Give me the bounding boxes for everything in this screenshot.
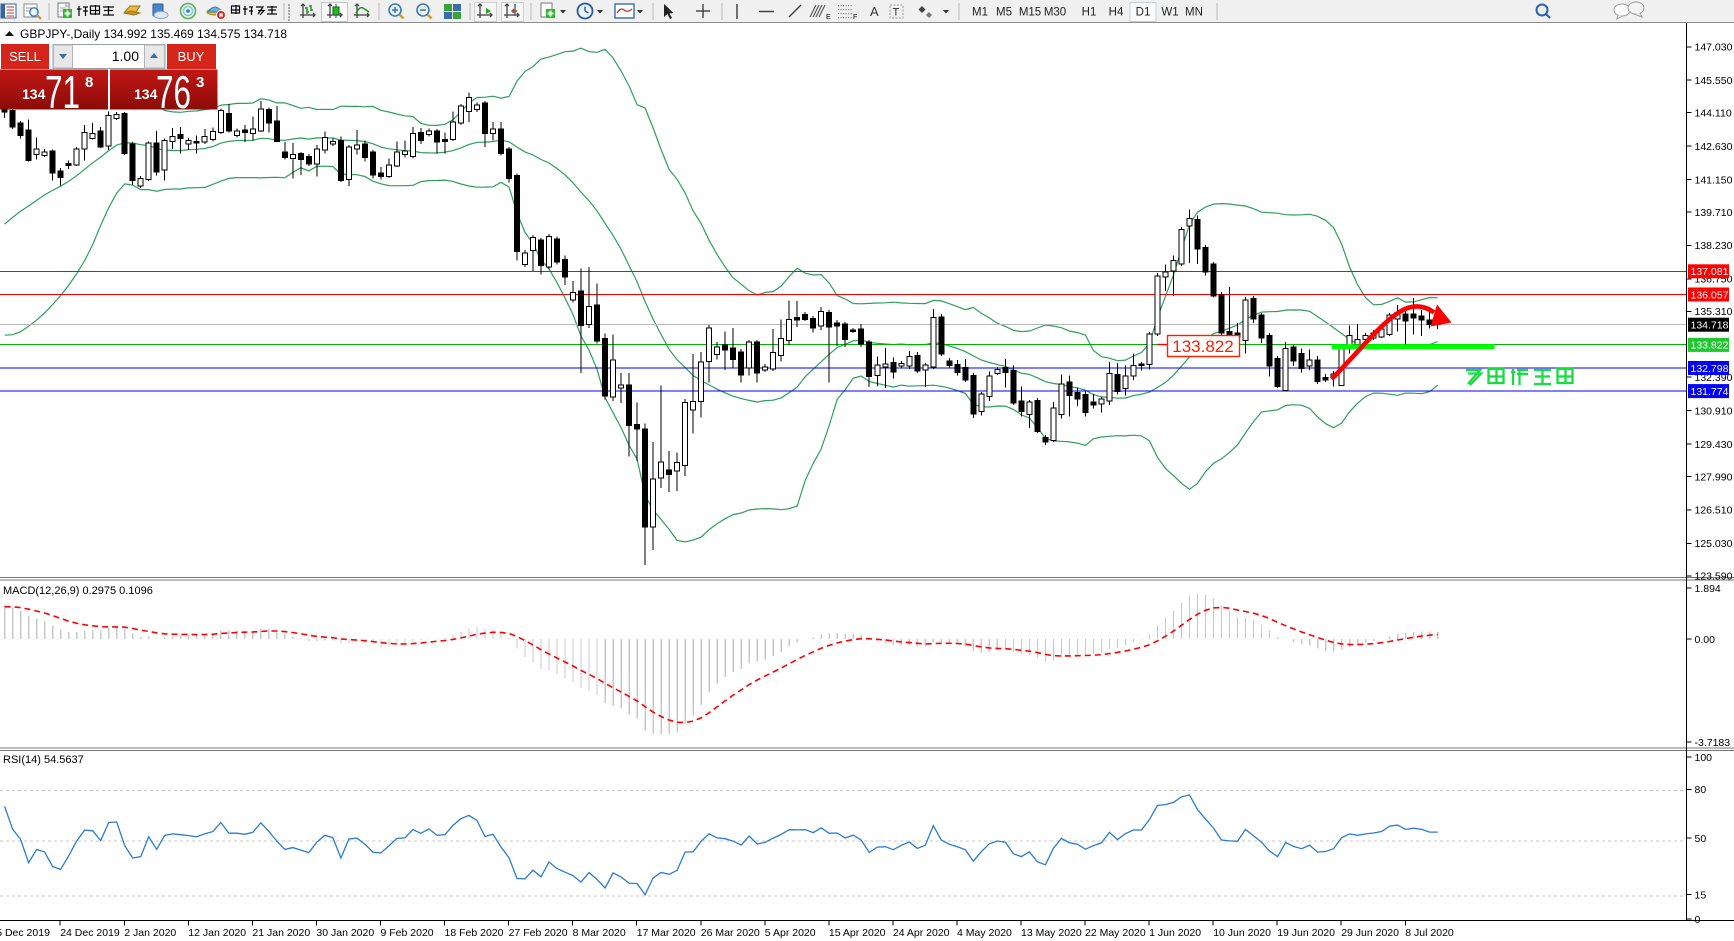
svg-text:-3.7183: -3.7183 bbox=[1695, 737, 1731, 749]
svg-text:30 Jan 2020: 30 Jan 2020 bbox=[316, 927, 374, 939]
svg-text:133.822: 133.822 bbox=[1691, 340, 1729, 352]
svg-text:MACD(12,26,9) 0.2975 0.1096: MACD(12,26,9) 0.2975 0.1096 bbox=[3, 585, 153, 597]
svg-text:100: 100 bbox=[1695, 752, 1713, 764]
svg-text:8 Jul 2020: 8 Jul 2020 bbox=[1405, 927, 1454, 939]
svg-text:H1: H1 bbox=[1082, 7, 1097, 19]
svg-text:147.030: 147.030 bbox=[1695, 42, 1733, 54]
svg-text:126.510: 126.510 bbox=[1695, 505, 1733, 517]
svg-text:142.630: 142.630 bbox=[1695, 141, 1733, 153]
svg-text:3: 3 bbox=[196, 74, 204, 91]
svg-text:24 Dec 2019: 24 Dec 2019 bbox=[60, 927, 120, 939]
svg-text:71: 71 bbox=[45, 66, 80, 118]
svg-text:76: 76 bbox=[156, 66, 191, 118]
svg-text:50: 50 bbox=[1695, 833, 1707, 845]
svg-text:RSI(14) 54.5637: RSI(14) 54.5637 bbox=[3, 754, 84, 766]
svg-text:M30: M30 bbox=[1044, 7, 1066, 19]
svg-text:M1: M1 bbox=[972, 7, 988, 19]
svg-text:139.710: 139.710 bbox=[1695, 207, 1733, 219]
svg-text:132.798: 132.798 bbox=[1691, 363, 1729, 375]
svg-text:141.150: 141.150 bbox=[1695, 174, 1733, 186]
svg-text:125.030: 125.030 bbox=[1695, 538, 1733, 550]
svg-text:9 Feb 2020: 9 Feb 2020 bbox=[381, 927, 434, 939]
svg-text:129.430: 129.430 bbox=[1695, 439, 1733, 451]
svg-text:29 Jun 2020: 29 Jun 2020 bbox=[1341, 927, 1399, 939]
svg-text:27 Feb 2020: 27 Feb 2020 bbox=[509, 927, 568, 939]
svg-text:W1: W1 bbox=[1161, 7, 1178, 19]
svg-text:1 Jun 2020: 1 Jun 2020 bbox=[1149, 927, 1201, 939]
svg-text:134.718: 134.718 bbox=[1691, 320, 1729, 332]
svg-text:15: 15 bbox=[1695, 890, 1707, 902]
svg-text:A: A bbox=[870, 4, 879, 19]
svg-text:MN: MN bbox=[1185, 7, 1203, 19]
svg-text:H4: H4 bbox=[1109, 7, 1124, 19]
svg-text:134: 134 bbox=[134, 86, 158, 102]
svg-text:F: F bbox=[853, 14, 857, 21]
svg-text:T: T bbox=[893, 7, 900, 19]
svg-text:131.774: 131.774 bbox=[1691, 386, 1729, 398]
svg-text:4 May 2020: 4 May 2020 bbox=[957, 927, 1012, 939]
svg-text:138.230: 138.230 bbox=[1695, 240, 1733, 252]
svg-text:22 May 2020: 22 May 2020 bbox=[1085, 927, 1146, 939]
svg-text:0.00: 0.00 bbox=[1695, 634, 1716, 646]
svg-text:10 Jun 2020: 10 Jun 2020 bbox=[1213, 927, 1271, 939]
svg-text:BUY: BUY bbox=[178, 49, 205, 64]
svg-text:SELL: SELL bbox=[9, 49, 41, 64]
svg-text:24 Apr 2020: 24 Apr 2020 bbox=[893, 927, 950, 939]
svg-text:133.822: 133.822 bbox=[1172, 337, 1233, 356]
svg-text:21 Jan 2020: 21 Jan 2020 bbox=[252, 927, 310, 939]
svg-text:1.00: 1.00 bbox=[112, 48, 139, 64]
svg-text:127.990: 127.990 bbox=[1695, 471, 1733, 483]
svg-text:8: 8 bbox=[85, 74, 93, 91]
svg-text:D1: D1 bbox=[1136, 7, 1151, 19]
svg-text:136.057: 136.057 bbox=[1691, 289, 1729, 301]
svg-text:134: 134 bbox=[22, 86, 46, 102]
svg-text:144.110: 144.110 bbox=[1695, 108, 1732, 120]
svg-text:130.910: 130.910 bbox=[1695, 405, 1733, 417]
svg-text:18 Feb 2020: 18 Feb 2020 bbox=[445, 927, 504, 939]
svg-text:GBPJPY-,Daily 134.992 135.469: GBPJPY-,Daily 134.992 135.469 134.575 13… bbox=[20, 27, 287, 41]
svg-text:13 May 2020: 13 May 2020 bbox=[1021, 927, 1082, 939]
svg-text:12 Jan 2020: 12 Jan 2020 bbox=[188, 927, 246, 939]
svg-text:E: E bbox=[826, 14, 831, 21]
svg-text:145.550: 145.550 bbox=[1695, 75, 1733, 87]
svg-text:8 Mar 2020: 8 Mar 2020 bbox=[573, 927, 626, 939]
svg-text:15 Apr 2020: 15 Apr 2020 bbox=[829, 927, 886, 939]
svg-text:5 Dec 2019: 5 Dec 2019 bbox=[0, 927, 50, 939]
svg-text:80: 80 bbox=[1695, 784, 1707, 796]
svg-text:M15: M15 bbox=[1019, 7, 1041, 19]
svg-text:135.310: 135.310 bbox=[1695, 306, 1733, 318]
svg-text:M5: M5 bbox=[996, 7, 1012, 19]
svg-text:5 Apr 2020: 5 Apr 2020 bbox=[765, 927, 816, 939]
svg-text:123.590: 123.590 bbox=[1695, 571, 1733, 583]
svg-text:0: 0 bbox=[1695, 914, 1701, 926]
svg-text:2 Jan 2020: 2 Jan 2020 bbox=[124, 927, 176, 939]
svg-text:17 Mar 2020: 17 Mar 2020 bbox=[637, 927, 696, 939]
svg-text:137.081: 137.081 bbox=[1691, 266, 1729, 278]
svg-text:26 Mar 2020: 26 Mar 2020 bbox=[701, 927, 760, 939]
svg-text:19 Jun 2020: 19 Jun 2020 bbox=[1277, 927, 1335, 939]
svg-text:1.894: 1.894 bbox=[1695, 583, 1721, 595]
